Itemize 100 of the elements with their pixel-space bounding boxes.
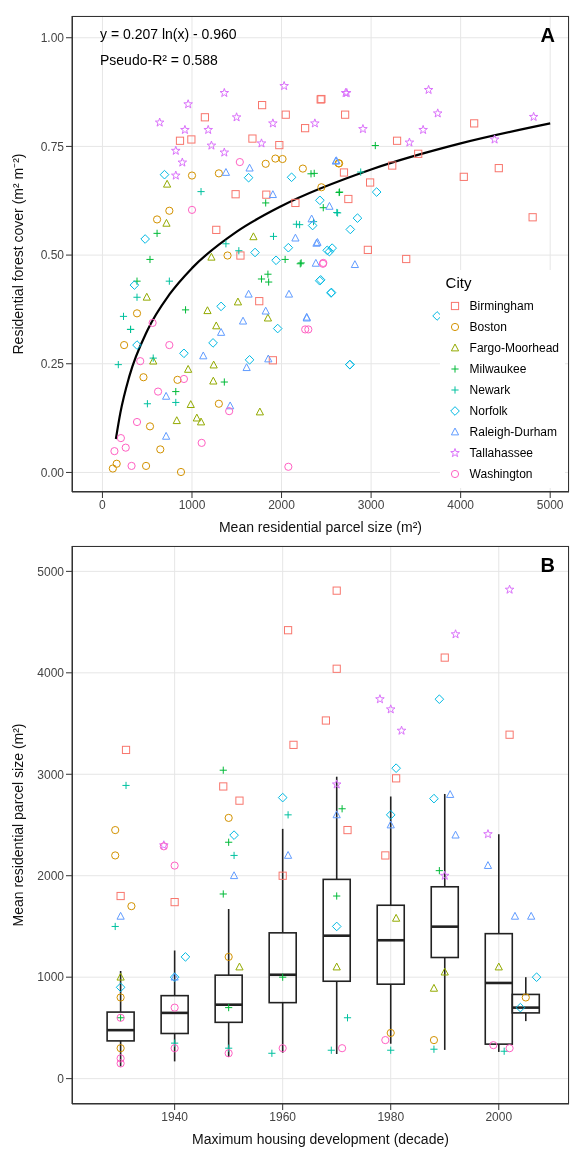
legend-label: Boston <box>469 319 507 334</box>
point <box>268 118 278 128</box>
point <box>212 225 221 234</box>
point <box>528 111 539 121</box>
point <box>224 1049 233 1058</box>
legend-label: Washington <box>469 466 533 481</box>
point <box>275 141 284 150</box>
legend-label: Fargo-Moorhead <box>469 340 559 355</box>
point <box>510 911 520 920</box>
point <box>221 168 231 176</box>
point <box>307 220 318 231</box>
x-tick-label: 4000 <box>447 497 475 512</box>
point <box>116 891 125 901</box>
point <box>321 716 330 725</box>
y-axis-title: Residential forest cover (m² m⁻²) <box>9 153 26 355</box>
point <box>332 586 341 595</box>
point <box>170 861 179 870</box>
x-tick-label: 0 <box>99 497 107 512</box>
x-tick-label: 1980 <box>377 1109 405 1124</box>
x-tick-label: 1940 <box>161 1109 189 1124</box>
point <box>283 626 293 635</box>
point <box>289 740 298 749</box>
point <box>242 363 251 372</box>
point <box>332 664 341 673</box>
point <box>171 387 180 396</box>
point <box>121 745 131 755</box>
point <box>272 323 283 334</box>
point <box>235 157 244 167</box>
legend-label: Norfolk <box>469 403 508 418</box>
point <box>505 1044 514 1053</box>
point <box>224 952 233 961</box>
point <box>429 983 439 992</box>
y-tick-label: 4000 <box>37 666 65 681</box>
y-tick-label: 1.00 <box>40 31 65 45</box>
point <box>231 190 240 199</box>
point <box>494 962 503 971</box>
point <box>386 1046 395 1055</box>
point <box>217 328 226 336</box>
point <box>179 374 189 384</box>
point <box>116 1054 125 1063</box>
point <box>284 289 294 298</box>
point <box>356 167 365 177</box>
point <box>192 413 201 422</box>
point <box>152 229 162 238</box>
point <box>119 312 128 321</box>
point <box>402 254 411 264</box>
point <box>278 1044 287 1053</box>
point <box>331 921 342 932</box>
y-tick-label: 5000 <box>37 564 65 579</box>
point <box>278 154 287 164</box>
point <box>187 171 197 180</box>
point <box>244 289 253 298</box>
point <box>248 134 257 143</box>
point <box>112 459 121 468</box>
point <box>224 813 233 822</box>
point <box>483 861 493 869</box>
point <box>264 277 273 287</box>
point <box>267 1049 276 1058</box>
point <box>521 993 530 1002</box>
point <box>375 694 385 704</box>
point <box>344 194 353 204</box>
point <box>175 136 185 145</box>
point <box>116 1059 125 1068</box>
legend-label: Milwaukee <box>469 361 527 376</box>
point <box>234 246 243 255</box>
point <box>261 198 270 208</box>
point <box>338 1044 347 1053</box>
point <box>332 962 341 971</box>
point <box>244 355 255 365</box>
point <box>145 255 155 264</box>
point <box>170 1039 179 1048</box>
point <box>183 99 193 109</box>
point <box>311 258 320 267</box>
point <box>219 147 230 157</box>
point <box>281 255 290 264</box>
point <box>325 201 334 210</box>
point <box>207 252 216 261</box>
point <box>440 653 449 662</box>
legend-label: Birmingham <box>469 298 534 313</box>
point <box>327 1046 336 1055</box>
y-tick-label: 0.75 <box>40 139 65 154</box>
y-tick-label: 0.50 <box>40 248 65 263</box>
point <box>170 898 179 907</box>
point <box>116 993 125 1002</box>
point <box>363 245 372 254</box>
point <box>268 190 277 199</box>
y-tick-label: 2000 <box>37 868 65 883</box>
point <box>284 462 293 471</box>
point <box>341 110 350 119</box>
point <box>350 260 359 269</box>
point <box>153 387 163 396</box>
point <box>392 774 401 783</box>
point <box>332 810 341 819</box>
point <box>206 140 217 150</box>
point <box>391 763 401 774</box>
point <box>235 796 244 805</box>
point <box>291 233 300 242</box>
point <box>152 215 162 224</box>
point <box>233 297 243 306</box>
point <box>172 416 181 425</box>
